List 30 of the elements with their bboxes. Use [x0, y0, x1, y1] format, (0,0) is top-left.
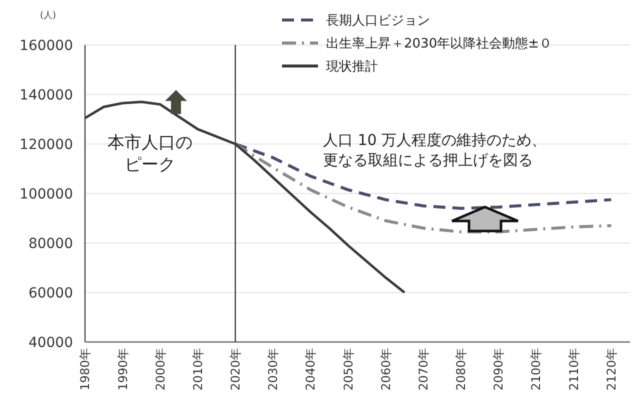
- x-tick-label: 2110年: [566, 348, 581, 391]
- x-tick-label: 2060年: [378, 348, 393, 391]
- y-tick-label: 40000: [28, 334, 73, 351]
- annotation: 更なる取組による押上げを図る: [323, 151, 533, 169]
- x-tick-label: 2070年: [416, 348, 430, 391]
- y-tick-label: 140000: [20, 87, 73, 104]
- legend-label: 出生率上昇＋2030年以降社会動態±０: [326, 36, 552, 52]
- x-tick-label: 2120年: [604, 348, 618, 391]
- annotation: ピーク: [124, 155, 176, 175]
- y-tick-label: 160000: [20, 38, 73, 54]
- legend-label: 現状推計: [326, 60, 378, 75]
- x-tick-label: 2050年: [341, 348, 356, 391]
- x-tick-label: 2080年: [454, 348, 468, 391]
- x-tick-label: 2000年: [153, 348, 168, 391]
- y-tick-label: 60000: [28, 285, 73, 302]
- x-tick-label: 1980年: [78, 348, 92, 391]
- x-tick-label: 2040年: [304, 348, 318, 391]
- annotation: 本市人口の: [108, 133, 192, 153]
- y-tick-label: 100000: [20, 186, 73, 202]
- x-tick-label: 2010年: [190, 348, 205, 391]
- legend-label: 長期人口ビジョン: [326, 14, 430, 29]
- x-tick-label: 2100年: [529, 348, 544, 391]
- y-tick-label: 80000: [28, 236, 73, 252]
- x-tick-label: 2030年: [266, 348, 280, 391]
- y-tick-label: 120000: [20, 136, 73, 153]
- x-tick-label: 2090年: [492, 348, 506, 391]
- x-tick-label: 1990年: [116, 348, 130, 391]
- annotation: 人口 10 万人程度の維持のため、: [323, 131, 547, 149]
- x-tick-label: 2020年: [228, 348, 243, 391]
- y-axis-title: (人): [40, 10, 56, 21]
